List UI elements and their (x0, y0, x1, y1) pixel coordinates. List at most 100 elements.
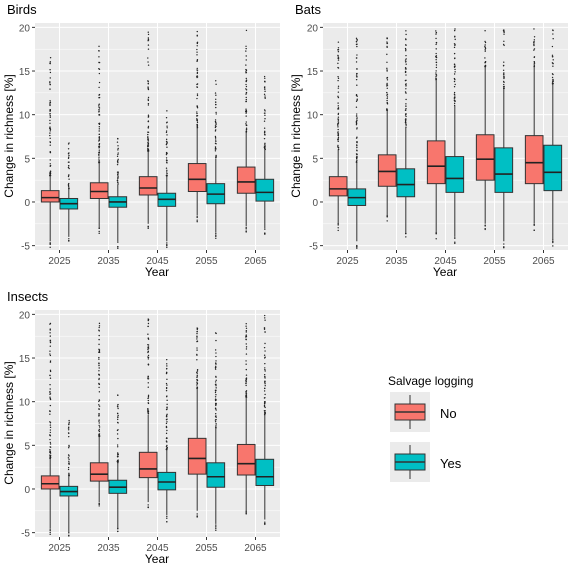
outlier-point (196, 327, 198, 329)
outlier-point (49, 57, 52, 59)
outlier-point (454, 36, 456, 38)
outlier-point (49, 426, 52, 429)
outlier-point (147, 88, 150, 91)
outlier-point (215, 363, 217, 365)
outlier-point (214, 125, 217, 127)
outlier-point (166, 441, 168, 443)
outlier-point (454, 79, 456, 81)
outlier-point (453, 57, 456, 60)
outlier-point (49, 170, 52, 172)
outlier-point (386, 46, 388, 49)
x-tick-label: 2055 (195, 543, 218, 554)
outlier-point (49, 323, 51, 325)
outlier-point (215, 524, 217, 526)
outlier-point (166, 121, 168, 123)
outlier-point (49, 438, 51, 441)
outlier-point (196, 219, 198, 221)
outlier-point (147, 115, 150, 118)
outlier-point (166, 242, 168, 244)
outlier-point (49, 531, 51, 534)
outlier-point (453, 66, 456, 68)
outlier-point (214, 415, 217, 418)
outlier-point (214, 150, 217, 152)
outlier-point (98, 422, 100, 424)
outlier-point (117, 153, 119, 156)
outlier-point (166, 363, 168, 365)
outlier-point (386, 79, 389, 81)
outlier-point (435, 73, 437, 76)
outlier-point (356, 159, 358, 162)
outlier-point (337, 108, 340, 110)
outlier-point (98, 343, 100, 346)
outlier-point (98, 136, 101, 138)
outlier-point (49, 533, 51, 536)
outlier-point (67, 457, 70, 459)
outlier-point (49, 246, 51, 248)
outlier-point (147, 64, 150, 66)
outlier-point (263, 346, 266, 349)
outlier-point (356, 117, 358, 119)
outlier-point (454, 242, 456, 245)
outlier-point (264, 331, 266, 333)
outlier-point (214, 120, 217, 123)
outlier-point (49, 421, 51, 423)
outlier-point (245, 88, 247, 90)
outlier-point (196, 123, 198, 126)
outlier-point (245, 395, 247, 397)
outlier-point (337, 105, 339, 107)
outlier-point (386, 76, 389, 79)
outlier-point (435, 33, 437, 35)
outlier-point (386, 70, 388, 72)
y-tick-label: 5 (24, 154, 30, 165)
outlier-point (117, 158, 119, 160)
outlier-point (404, 91, 407, 93)
outlier-point (165, 389, 168, 392)
outlier-point (356, 145, 358, 147)
outlier-point (68, 435, 70, 438)
outlier-point (435, 48, 437, 50)
outlier-point (98, 68, 100, 70)
box-yes-2045 (445, 156, 465, 193)
outlier-point (196, 369, 199, 371)
outlier-point (98, 399, 101, 402)
outlier-point (245, 228, 247, 230)
outlier-point (405, 108, 407, 110)
outlier-point (98, 138, 101, 140)
outlier-point (552, 78, 554, 81)
outlier-point (196, 330, 198, 333)
outlier-point (49, 443, 52, 445)
outlier-point (196, 370, 199, 372)
outlier-point (196, 45, 198, 47)
outlier-point (166, 384, 168, 386)
box-yes-2065 (255, 178, 275, 202)
outlier-point (405, 124, 407, 126)
outlier-point (435, 42, 438, 44)
outlier-point (245, 89, 248, 91)
outlier-point (98, 358, 100, 360)
outlier-point (337, 133, 340, 135)
outlier-point (147, 395, 150, 398)
outlier-point (215, 111, 217, 114)
outlier-point (435, 64, 438, 66)
outlier-point (98, 61, 101, 64)
outlier-point (405, 54, 407, 57)
outlier-point (356, 54, 358, 56)
y-tick-label: 10 (307, 111, 319, 122)
outlier-point (215, 418, 217, 421)
outlier-point (214, 126, 217, 129)
outlier-point (245, 129, 248, 131)
outlier-point (355, 124, 358, 126)
y-axis-bats: -5 0 5 10 15 20 (307, 23, 323, 253)
box-no-2045 (426, 140, 446, 185)
legend-title: Salvage logging (388, 374, 473, 388)
outlier-point (337, 116, 340, 118)
outlier-point (117, 429, 119, 431)
outlier-point (196, 359, 198, 361)
outlier-point (215, 360, 217, 362)
outlier-point (435, 37, 437, 40)
outlier-point (147, 333, 149, 335)
outlier-point (454, 100, 456, 102)
outlier-point (263, 75, 266, 78)
outlier-point (116, 179, 119, 181)
outlier-point (165, 432, 168, 435)
